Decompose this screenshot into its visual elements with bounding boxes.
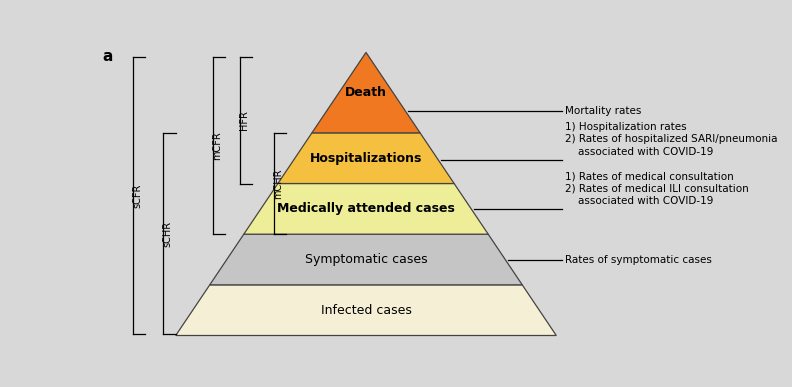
Text: Infected cases: Infected cases — [321, 304, 411, 317]
Text: 1) Rates of medical consultation
2) Rates of medical ILI consultation
    associ: 1) Rates of medical consultation 2) Rate… — [565, 171, 749, 206]
Text: sCFR: sCFR — [132, 183, 142, 207]
Text: mCHR: mCHR — [273, 168, 284, 199]
Text: Mortality rates: Mortality rates — [565, 106, 642, 115]
Text: HFR: HFR — [239, 110, 249, 130]
Polygon shape — [312, 52, 420, 133]
Text: Death: Death — [345, 86, 387, 99]
Text: sCHR: sCHR — [162, 221, 173, 247]
Text: mCFR: mCFR — [211, 131, 222, 160]
Polygon shape — [210, 234, 522, 285]
Polygon shape — [176, 285, 556, 336]
Text: Medically attended cases: Medically attended cases — [277, 202, 455, 215]
Polygon shape — [244, 183, 488, 234]
Text: Rates of symptomatic cases: Rates of symptomatic cases — [565, 255, 712, 264]
Text: 1) Hospitalization rates
2) Rates of hospitalized SARI/pneumonia
    associated : 1) Hospitalization rates 2) Rates of hos… — [565, 122, 778, 157]
Polygon shape — [278, 133, 454, 183]
Text: Symptomatic cases: Symptomatic cases — [305, 253, 428, 266]
Text: a: a — [102, 50, 112, 64]
Text: Hospitalizations: Hospitalizations — [310, 152, 422, 165]
